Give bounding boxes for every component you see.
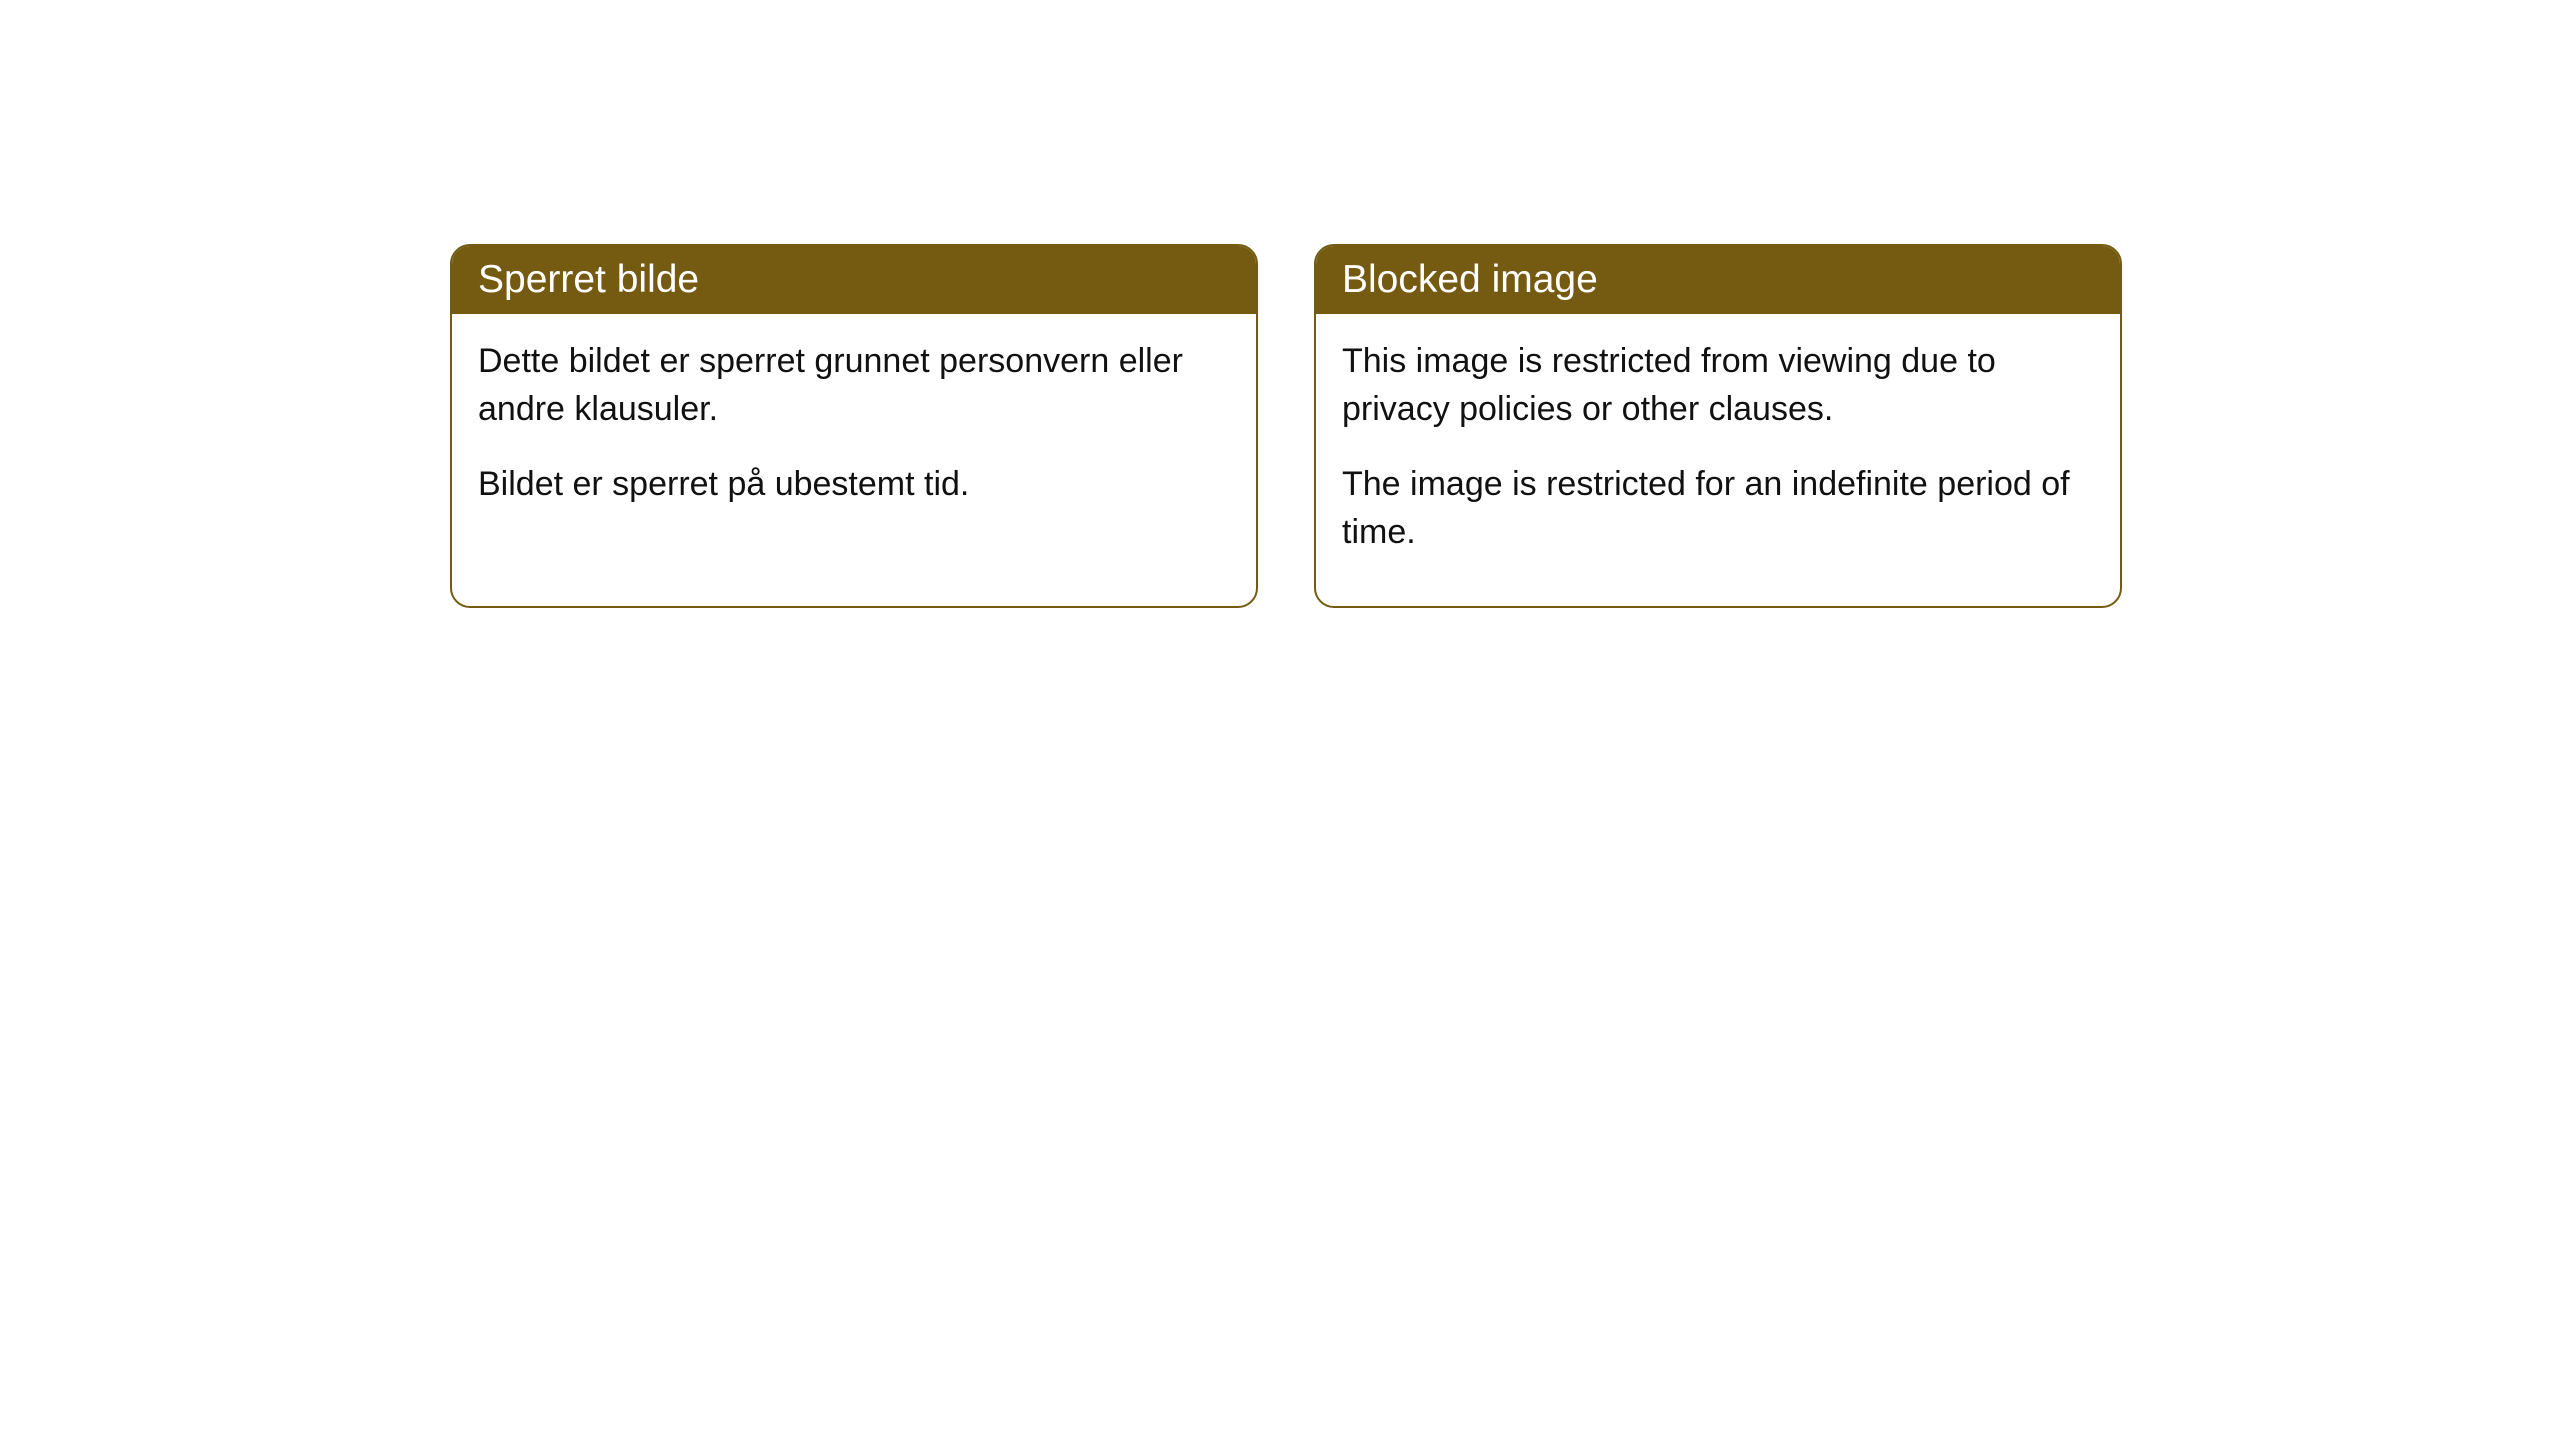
card-title: Sperret bilde — [478, 258, 699, 301]
blocked-image-card-en: Blocked image This image is restricted f… — [1314, 244, 2122, 608]
card-title: Blocked image — [1342, 258, 1598, 301]
card-paragraph-1: Dette bildet er sperret grunnet personve… — [478, 338, 1230, 433]
blocked-image-card-no: Sperret bilde Dette bildet er sperret gr… — [450, 244, 1258, 608]
card-body: This image is restricted from viewing du… — [1316, 314, 2120, 606]
card-header: Blocked image — [1316, 246, 2120, 314]
notice-cards-container: Sperret bilde Dette bildet er sperret gr… — [0, 0, 2560, 608]
card-paragraph-1: This image is restricted from viewing du… — [1342, 338, 2094, 433]
card-header: Sperret bilde — [452, 246, 1256, 314]
card-body: Dette bildet er sperret grunnet personve… — [452, 314, 1256, 559]
card-paragraph-2: The image is restricted for an indefinit… — [1342, 461, 2094, 556]
card-paragraph-2: Bildet er sperret på ubestemt tid. — [478, 461, 1230, 509]
